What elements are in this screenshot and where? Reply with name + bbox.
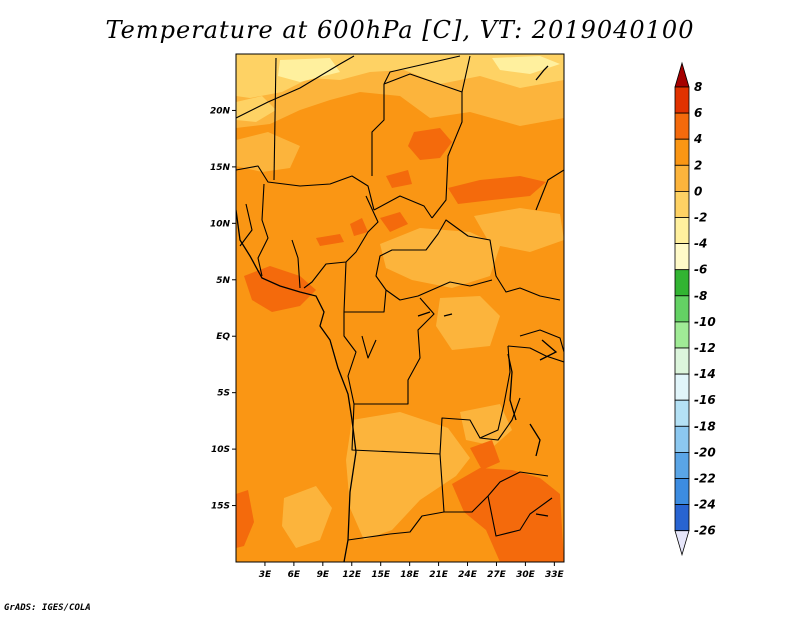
colorbar-box: [674, 269, 690, 297]
lat-tick-label: 5N: [216, 276, 230, 286]
colorbar-box: [674, 217, 690, 245]
lat-tick-label: 5S: [217, 389, 230, 399]
lat-tick-label: 15N: [210, 163, 231, 173]
colorbar-box: [674, 478, 690, 506]
colorbar-label: 8: [694, 80, 702, 94]
colorbar-label: 6: [694, 106, 702, 120]
lon-tick-label: 27E: [487, 570, 507, 580]
colorbar-box: [674, 321, 690, 349]
colorbar-box: [674, 347, 690, 375]
lon-tick-label: 12E: [342, 570, 362, 580]
lat-tick-label: 10N: [210, 219, 231, 229]
colorbar-label: -26: [694, 524, 716, 538]
colorbar-box: [674, 504, 690, 532]
colorbar-box: [674, 373, 690, 401]
colorbar-label: -6: [694, 263, 707, 277]
lon-tick-label: 15E: [371, 570, 391, 580]
colorbar-box: [674, 138, 690, 166]
latitude-axis: 20N 15N 10N 5N EQ 5S 10S 15S: [210, 106, 236, 512]
colorbar-label: -20: [694, 445, 716, 459]
colorbar-label: -16: [694, 393, 716, 407]
temperature-field: [236, 54, 564, 562]
lon-tick-label: 24E: [458, 570, 478, 580]
lat-tick-label: EQ: [216, 332, 230, 342]
lat-tick-label: 20N: [210, 106, 231, 116]
colorbar-label: -4: [694, 237, 707, 251]
colorbar-box: [674, 164, 690, 192]
colorbar-label: -24: [694, 498, 716, 512]
colorbar-label: -14: [694, 367, 716, 381]
colorbar-label: 2: [694, 158, 702, 172]
colorbar-label: -8: [694, 289, 707, 303]
lon-tick-label: 21E: [429, 570, 449, 580]
colorbar-box: [674, 190, 690, 218]
footer-credit: GrADS: IGES/COLA: [4, 603, 91, 613]
colorbar-box: [674, 295, 690, 323]
lon-tick-label: 30E: [516, 570, 536, 580]
colorbar-label: -12: [694, 341, 716, 355]
lon-tick-label: 33E: [545, 570, 565, 580]
longitude-axis: 3E 6E 9E 12E 15E 18E 21E 24E 27E 30E 33E: [259, 562, 565, 580]
colorbar: 8 6 4 2 0 -2 -4 -6 -8 -10 -12 -14 -16 -18 -20 -22 -24 -26: [674, 61, 716, 557]
plot-frame: [235, 53, 565, 563]
country-borders: [236, 55, 564, 541]
colorbar-min-arrow: [674, 530, 690, 557]
colorbar-box: [674, 399, 690, 427]
colorbar-label: -22: [694, 472, 716, 486]
colorbar-box: [674, 451, 690, 479]
colorbar-max-arrow: [674, 61, 690, 88]
lon-tick-label: 9E: [317, 570, 330, 580]
coastline: [236, 65, 558, 562]
chart-title: Temperature at 600hPa [C], VT: 201904010…: [105, 16, 695, 44]
colorbar-label: 4: [693, 132, 702, 146]
colorbar-label: -18: [694, 419, 716, 433]
colorbar-label: -2: [694, 211, 707, 225]
lon-tick-label: 18E: [400, 570, 420, 580]
colorbar-box: [674, 112, 690, 140]
colorbar-label: 0: [694, 184, 702, 198]
lon-tick-label: 6E: [288, 570, 301, 580]
lat-tick-label: 15S: [211, 502, 230, 512]
colorbar-box: [674, 425, 690, 453]
colorbar-label: -10: [694, 315, 716, 329]
colorbar-box: [674, 243, 690, 271]
lon-tick-label: 3E: [259, 570, 272, 580]
colorbar-box: [674, 86, 690, 114]
lat-tick-label: 10S: [211, 445, 230, 455]
